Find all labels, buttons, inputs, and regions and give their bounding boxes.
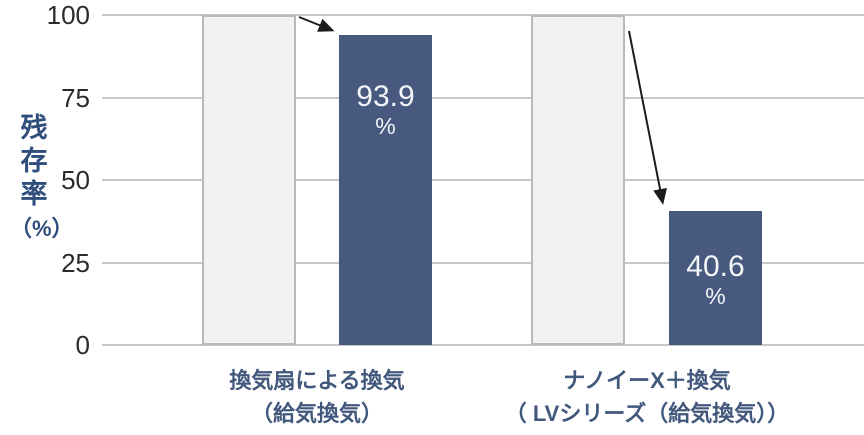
gridline [102, 14, 864, 16]
category-label-line: （ LVシリーズ（給気換気）） [504, 401, 790, 426]
category-label-line: ナノイーX＋換気 [563, 368, 731, 393]
y-tick-label: 75 [61, 82, 90, 113]
y-tick-label: 0 [75, 330, 90, 360]
reference-bar-group2 [531, 15, 625, 345]
bar-value-number: 93.9 [356, 80, 415, 114]
gridline [102, 96, 864, 99]
y-tick-label: 50 [61, 165, 90, 195]
y-axis-title-char: 率 [20, 179, 48, 209]
plot-area: 0 25 50 75 100 93.9 % 40.6 % [46, 0, 864, 358]
category-label-group1: 換気扇による換気 （給気換気） [107, 364, 527, 430]
y-tick-label: 100 [46, 0, 90, 30]
y-axis-title-char: 存 [20, 146, 48, 176]
category-label-line: 換気扇による換気 [229, 368, 405, 393]
result-bar-group2: 40.6 % [669, 211, 762, 345]
category-label-group2: ナノイーX＋換気 （ LVシリーズ（給気換気）） [437, 364, 857, 430]
bar-value-label-group1: 93.9 % [339, 81, 432, 140]
gridline [102, 344, 864, 346]
bar-value-unit: % [705, 283, 726, 310]
y-tick-label: 25 [61, 247, 90, 278]
bar-value-number: 40.6 [686, 250, 745, 284]
y-axis-title-char: 残 [20, 113, 48, 143]
reference-bar-group1 [202, 15, 296, 345]
category-label-line: （給気換気） [250, 401, 383, 426]
result-bar-group1: 93.9 % [339, 35, 432, 345]
gridline [102, 179, 864, 181]
bar-value-unit: % [375, 113, 396, 140]
gridline [102, 261, 864, 264]
bar-value-label-group2: 40.6 % [669, 251, 762, 310]
